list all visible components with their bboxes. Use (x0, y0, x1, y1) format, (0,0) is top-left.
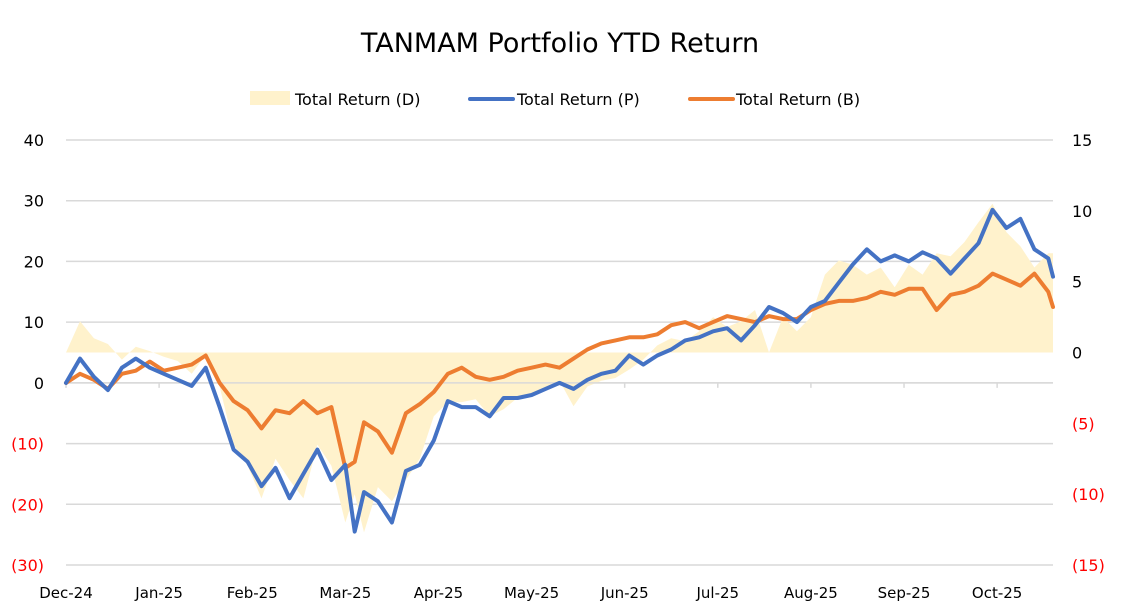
x-tick-label: Oct-25 (972, 584, 1022, 602)
legend-item-d[interactable]: Total Return (D) (250, 90, 420, 109)
legend-label-p: Total Return (P) (516, 90, 640, 109)
x-tick-label: Sep-25 (878, 584, 931, 602)
right-tick-label: 0 (1072, 344, 1082, 363)
x-axis: Dec-24 Jan-25 Feb-25 Mar-25 Apr-25 May-25 Jun-… (39, 382, 1022, 602)
legend-label-b: Total Return (B) (735, 90, 860, 109)
left-tick-label: (30) (11, 556, 44, 575)
x-tick-label: Jul-25 (695, 584, 739, 602)
legend-label-d: Total Return (D) (294, 90, 420, 109)
right-tick-label: (5) (1072, 414, 1095, 433)
left-tick-label: (20) (11, 495, 44, 514)
chart-title: TANMAM Portfolio YTD Return (360, 28, 759, 59)
x-tick-label: Jun-25 (600, 584, 649, 602)
plot-area (64, 203, 1055, 534)
x-tick-label: Jan-25 (134, 584, 183, 602)
right-tick-label: 5 (1072, 273, 1082, 292)
left-tick-label: (10) (11, 435, 44, 454)
left-tick-label: 30 (24, 192, 44, 211)
legend: Total Return (D) Total Return (P) Total … (250, 90, 860, 109)
x-tick-label: Mar-25 (319, 584, 371, 602)
legend-swatch-d (250, 91, 290, 105)
right-tick-label: (15) (1072, 556, 1105, 575)
legend-item-b[interactable]: Total Return (B) (688, 90, 860, 109)
x-tick-label: Dec-24 (39, 584, 93, 602)
right-tick-label: 10 (1072, 202, 1092, 221)
left-tick-label: 10 (24, 313, 44, 332)
left-axis: 40 30 20 10 0 (10) (20) (30) (11, 131, 44, 575)
x-tick-label: Feb-25 (227, 584, 278, 602)
x-tick-label: Apr-25 (414, 584, 464, 602)
left-tick-label: 0 (34, 374, 44, 393)
right-axis: 15 10 5 0 (5) (10) (15) (1072, 131, 1105, 575)
legend-item-p[interactable]: Total Return (P) (468, 90, 640, 109)
left-tick-label: 20 (24, 252, 44, 271)
right-tick-label: (10) (1072, 485, 1105, 504)
x-tick-label: Aug-25 (784, 584, 838, 602)
right-tick-label: 15 (1072, 131, 1092, 150)
x-tick-label: May-25 (504, 584, 559, 602)
left-tick-label: 40 (24, 131, 44, 150)
